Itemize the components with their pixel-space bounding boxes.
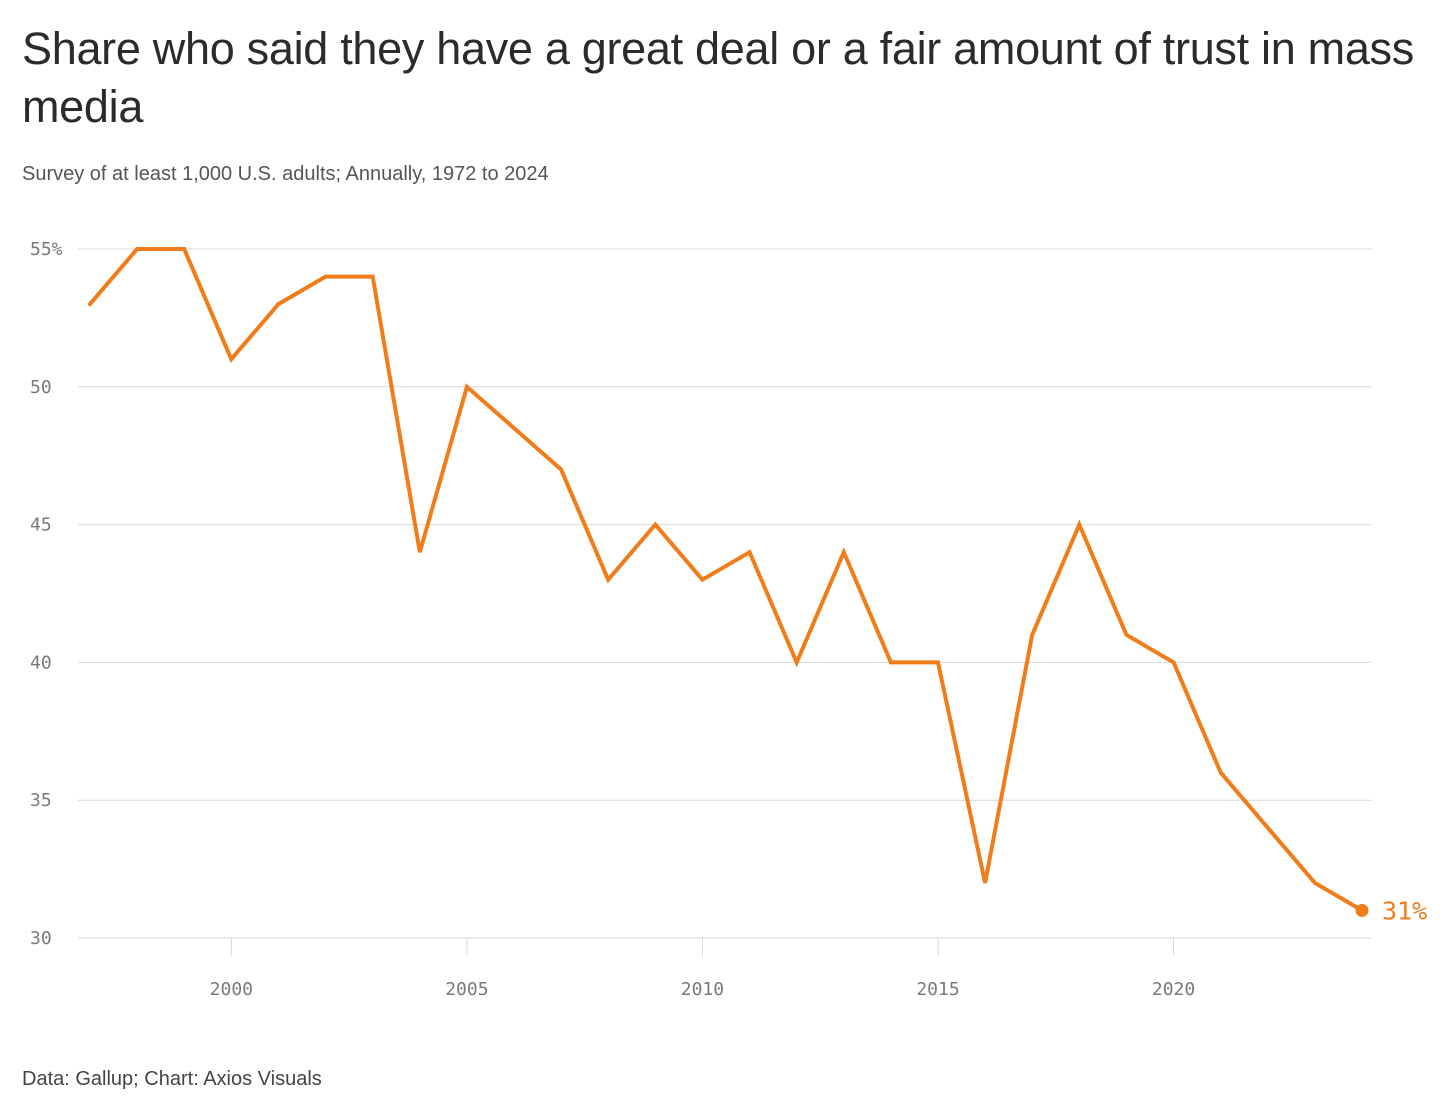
series-layer: [88, 247, 1369, 917]
x-tick-label: 2020: [1152, 979, 1195, 1000]
x-tick-label: 2005: [445, 979, 488, 1000]
x-tick-label: 2000: [210, 979, 253, 1000]
y-tick-label: 50: [30, 377, 52, 398]
y-tick-label: 35: [30, 790, 52, 811]
x-tick-label: 2010: [681, 979, 724, 1000]
labels-layer: 30 35 40 45 50 55% 31%: [30, 239, 1427, 949]
chart-source-credit: Data: Gallup; Chart: Axios Visuals: [22, 1068, 322, 1090]
end-value-label: 31%: [1382, 896, 1427, 925]
y-tick-label: 55%: [30, 239, 63, 260]
series-line: [88, 247, 1364, 913]
chart-subtitle: Survey of at least 1,000 U.S. adults; An…: [22, 163, 549, 185]
y-tick-label: 40: [30, 652, 52, 673]
chart-title: Share who said they have a great deal or…: [22, 23, 1414, 132]
x-axis-ticks: 2000 2005 2010 2015 2020: [210, 938, 1195, 1000]
x-tick-label: 2015: [916, 979, 959, 1000]
y-tick-label: 45: [30, 515, 52, 536]
end-point-marker: [1355, 903, 1369, 917]
gridlines: [78, 248, 1372, 939]
y-tick-label: 30: [30, 928, 52, 949]
